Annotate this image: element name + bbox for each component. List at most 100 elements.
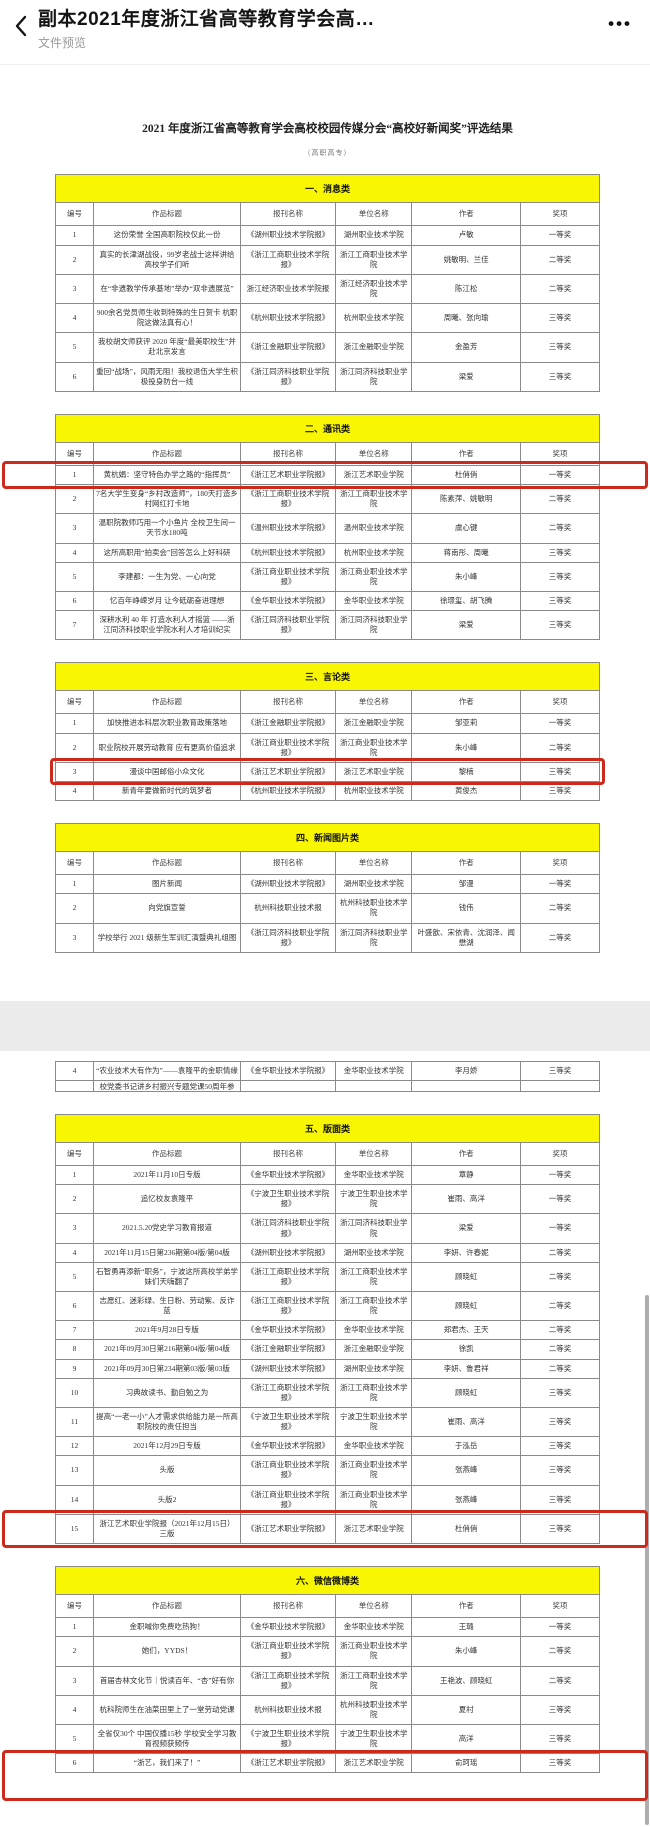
cell-award: 一等奖	[520, 1617, 600, 1638]
award-section-photo: 四、新闻图片类 编号 作品标题 报刊名称 单位名称 作者 奖项 1 图片新闻 《湖州职业技术学院报…	[54, 823, 600, 953]
cell-title: 深耕水利 40 年 打造水利人才摇篮 ——浙江同济科技职业学院水利人才培训纪实	[93, 609, 241, 641]
cell-award: 二等奖	[520, 483, 600, 515]
cell-title: 2021年09月30日第234期第03版/第03版	[93, 1358, 241, 1379]
cell-author: 朱小峰	[411, 1636, 522, 1667]
cell-paper: 《浙江工商职业技术学院报》	[239, 1665, 337, 1696]
award-section-photo_cont: 4 “农业技术大有作为”——袁隆平的金职情缘 《金华职业技术学院报》 金华职业技术学院…	[54, 1060, 600, 1092]
table-row: 5 我校胡文师获评 2020 年度“最美职校生”并赴北京发言 《浙江金融职业学院报》…	[54, 332, 600, 363]
award-section-opinion: 三、言论类 编号 作品标题 报刊名称 单位名称 作者 奖项 1 加快推进本科层次职业教育政策落地…	[54, 662, 600, 802]
cell-unit: 浙江金融职业学院	[335, 1339, 413, 1360]
cell-award: 二等奖	[520, 1320, 600, 1341]
cell-title: 我校胡文师获评 2020 年度“最美职校生”并赴北京发言	[93, 332, 241, 363]
app-bar: 副本2021年度浙江省高等教育学会高… 文件预览 •••	[0, 0, 650, 65]
cell-award: 三等奖	[520, 1484, 600, 1515]
cell-author: 张燕峰	[411, 1484, 522, 1515]
cell-title: 全省仅30个 中国仅播15秒 学校安全学习教育视频获频传	[93, 1723, 241, 1755]
cell-title: 这份荣誉 全国高职院校仅此一份	[93, 225, 241, 246]
table-row: 4 这所高职用“拍卖会”回答怎么上好科研 《杭州职业技术学院报》 杭州职业技术学院 蒋南…	[54, 542, 600, 563]
cell-unit: 杭州职业技术学院	[335, 780, 413, 802]
table-row: 7 深耕水利 40 年 打造水利人才摇篮 ——浙江同济科技职业学院水利人才培训纪实…	[54, 609, 600, 641]
cell-no: 2	[54, 1184, 95, 1215]
column-header-title: 作品标题	[93, 1593, 241, 1619]
cell-unit: 浙江艺术职业学院	[335, 1513, 413, 1545]
cell-title: 石智勇再添新“职务”，宁波这所高校学弟学妹们天嗨翻了	[93, 1261, 241, 1293]
table-row: 6 忆百年峥嵘岁月 让今砥砺奋进理想 《金华职业技术学院报》 金华职业技术学院 徐璟玺、…	[54, 590, 600, 612]
section-banner: 二、通讯类	[55, 413, 600, 442]
cell-title: 头版	[93, 1455, 241, 1486]
cell-unit: 浙江商业职业技术学院	[335, 561, 413, 592]
cell-title: 2021.5.20党史学习教育报道	[93, 1213, 241, 1244]
column-header-paper: 报刊名称	[239, 1141, 337, 1167]
app-bar-titles: 副本2021年度浙江省高等教育学会高… 文件预览	[38, 0, 602, 51]
cell-unit: 浙江工商职业技术学院	[335, 483, 413, 515]
cell-no: 14	[54, 1484, 95, 1515]
table-row: 2 她们，YYDS！ 《浙江商业职业技术学院报》 浙江商业职业技术学院 朱小峰 二等奖	[54, 1636, 600, 1667]
cell-author: 郑君杰、王天	[411, 1320, 522, 1341]
more-menu-button[interactable]: •••	[602, 0, 650, 34]
cell-paper: 《浙江艺术职业学院报》	[239, 1753, 337, 1774]
table-row: 1 2021年11月10日专版 《金华职业技术学院报》 金华职业技术学院 章静 一等奖	[54, 1164, 600, 1186]
cell-title: 志愿红、迷彩绿、生日粉、劳动紫、反诈蓝	[93, 1290, 241, 1322]
cell-paper: 《杭州职业技术学院报》	[239, 542, 337, 563]
cell-award: 一等奖	[520, 874, 600, 895]
cell-title: 真实的长津湖战役，99岁老战士这样讲给高校学子们听	[93, 244, 241, 275]
document-title: 2021 年度浙江省高等教育学会高校校园传媒分会“高校好新闻奖”评选结果	[142, 123, 513, 135]
cell-unit: 浙江金融职业学院	[335, 713, 413, 734]
cell-no: 5	[54, 1723, 95, 1755]
cell-author: 崔雨、高洋	[411, 1184, 522, 1215]
cell-award: 一等奖	[520, 1164, 600, 1186]
cell-unit: 浙江同济科技职业学院	[335, 361, 413, 392]
table-row: 13 头版 《浙江商业职业技术学院报》 浙江商业职业技术学院 张燕峰 三等奖	[54, 1455, 600, 1486]
cell-no: 8	[54, 1339, 95, 1360]
awards-table: 编号 作品标题 报刊名称 单位名称 作者 奖项 1 图片新闻 《湖州职业技术学院报》 湖州职业技术…	[54, 850, 600, 953]
cell-paper: 《浙江商业职业技术学院报》	[239, 1455, 337, 1486]
cell-author: 钱伟	[411, 893, 522, 924]
cell-unit: 浙江同济科技职业学院	[335, 1213, 413, 1244]
table-row: 1 加快推进本科层次职业教育政策落地 《浙江金融职业学院报》 浙江金融职业学院 邹亚莉一…	[54, 713, 600, 734]
page-gap	[0, 1000, 650, 1051]
cell-award: 二等奖	[520, 922, 600, 953]
cell-paper: 《浙江工商职业技术学院报》	[239, 483, 337, 515]
cell-unit: 浙江商业职业技术学院	[335, 732, 413, 763]
cell-unit: 杭州职业技术学院	[335, 542, 413, 563]
cell-unit: 金华职业技术学院	[335, 1617, 413, 1638]
award-section-layout: 五、版面类 编号 作品标题 报刊名称 单位名称 作者 奖项 1 2021年11月10日专版 《金华…	[54, 1113, 600, 1545]
cell-paper: 《宁波卫生职业技术学院报》	[239, 1723, 337, 1755]
cell-award: 三等奖	[520, 302, 600, 334]
award-section-msg: 一、消息类 编号 作品标题 报刊名称 单位名称 作者 奖项 1 这份荣誉 全国高职院校仅此一份《…	[54, 174, 600, 392]
cell-award: 二等奖	[520, 1242, 600, 1263]
cell-no: 15	[54, 1513, 95, 1545]
column-header-award: 奖项	[520, 1141, 600, 1167]
table-row: 8 2021年09月30日第216期第04版/第04版 《浙江金融职业学院报》 浙江金…	[54, 1339, 600, 1360]
table-row: 3 学校举行 2021 级新生军训汇演暨典礼组图 《浙江同济科技职业学院报》 浙江同济…	[54, 922, 600, 953]
scrollbar[interactable]	[645, 1295, 649, 1825]
cell-no: 1	[54, 713, 95, 734]
cell-no: 6	[54, 361, 95, 392]
cell-no: 2	[54, 244, 95, 275]
cell-no: 2	[54, 483, 95, 515]
cell-unit: 金华职业技术学院	[335, 590, 413, 612]
cell-unit: 杭州职业技术学院	[335, 302, 413, 334]
cell-award: 三等奖	[520, 1436, 600, 1457]
cell-title: 金职喊你免费吃热狗！	[93, 1617, 241, 1638]
column-header-no: 编号	[54, 441, 95, 466]
cell-author: 王艳波、顾晓虹	[411, 1665, 522, 1696]
cell-author: 顾晓虹	[411, 1290, 522, 1322]
cell-award: 二等奖	[520, 1290, 600, 1322]
cell-author: 金盈芳	[411, 332, 522, 363]
back-button[interactable]	[0, 0, 38, 41]
cell-award: 二等奖	[520, 893, 600, 924]
cell-unit: 宁波卫生职业技术学院	[335, 1723, 413, 1755]
table-row: 6 “浙艺，我们来了！” 《浙江艺术职业学院报》 浙江艺术职业学院 俞珂瑶 三等奖	[54, 1753, 600, 1774]
table-row: 10 习典故读书、勤自勉之为 《浙江工商职业技术学院报》 浙江工商职业技术学院 顾晓虹三…	[54, 1377, 600, 1408]
cell-author: 顾晓虹	[411, 1261, 522, 1293]
awards-table: 编号 作品标题 报刊名称 单位名称 作者 奖项 1 加快推进本科层次职业教育政策落地 《浙江金融…	[54, 690, 600, 802]
cell-no: 11	[54, 1406, 95, 1438]
cell-paper: 浙江经济职业技术学院报	[239, 273, 337, 305]
cell-title: 2021年12月29日专版	[93, 1436, 241, 1457]
cell-paper: 《金华职业技术学院报》	[239, 1164, 337, 1186]
table-row: 14 头版2 《浙江商业职业技术学院报》 浙江商业职业技术学院 张燕峰 三等奖	[54, 1484, 600, 1515]
cell-author: 蒋南彤、周曦	[411, 542, 522, 563]
cell-unit: 湖州职业技术学院	[335, 1358, 413, 1379]
cell-paper: 《湖州职业技术学院报》	[239, 874, 337, 895]
